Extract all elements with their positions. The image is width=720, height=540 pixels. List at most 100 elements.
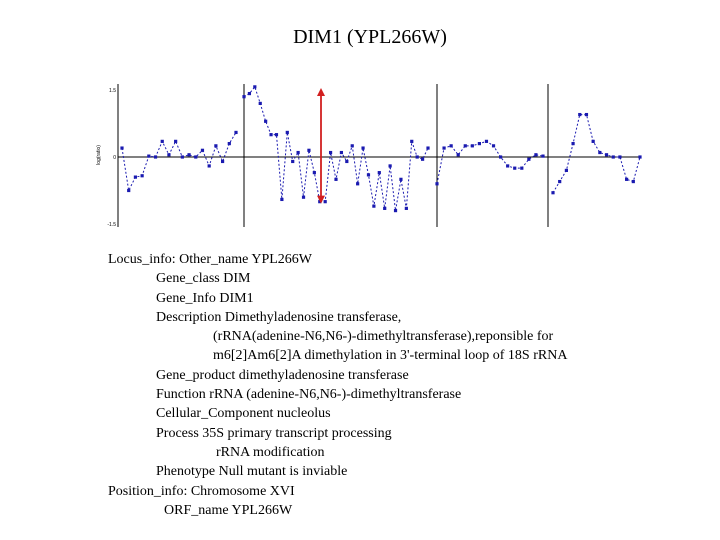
data-point	[296, 150, 300, 155]
data-point	[388, 164, 392, 168]
info-line-description: Description Dimethyladenosine transferas…	[156, 309, 402, 325]
data-point	[611, 155, 615, 159]
data-point	[323, 200, 327, 204]
data-point	[383, 206, 387, 210]
data-point	[598, 150, 602, 155]
data-point	[167, 153, 171, 157]
info-line-function: Function rRNA (adenine-N6,N6-)-dimethylt…	[156, 387, 462, 403]
data-point	[513, 166, 517, 170]
info-line-phenotype: Phenotype Null mutant is inviable	[156, 464, 348, 480]
data-point	[147, 154, 151, 158]
data-point	[420, 157, 425, 161]
data-point	[604, 153, 609, 157]
data-point	[280, 197, 284, 202]
data-point	[301, 195, 306, 199]
data-point	[247, 91, 252, 96]
info-line-orf-name: ORF_name YPL266W	[164, 502, 293, 518]
data-point	[564, 168, 568, 172]
data-point	[361, 146, 365, 150]
data-point	[426, 146, 430, 150]
data-point	[399, 177, 403, 181]
data-point	[618, 155, 622, 159]
data-point	[274, 133, 279, 137]
data-point	[435, 182, 439, 186]
info-line-cellular-component: Cellular_Component nucleolus	[156, 406, 331, 422]
data-point	[477, 142, 481, 146]
data-point	[194, 155, 198, 159]
data-point	[350, 144, 354, 148]
data-point	[551, 191, 555, 195]
series-line-panel-0	[121, 132, 237, 193]
data-point	[456, 153, 460, 157]
data-point	[558, 179, 562, 184]
chart-title: DIM1 (YPL266W)	[293, 26, 447, 48]
data-point	[463, 144, 467, 148]
data-point	[242, 95, 246, 99]
data-point	[393, 209, 398, 213]
data-point	[285, 130, 289, 135]
info-line-gene-info: Gene_Info DIM1	[156, 290, 254, 306]
data-point	[200, 148, 205, 152]
data-point	[227, 142, 231, 146]
data-point	[404, 206, 408, 210]
info-line-locus: Locus_info: Other_name YPL266W	[108, 252, 312, 267]
info-line-gene-product: Gene_product dimethyladenosine transfera…	[156, 367, 409, 383]
data-point	[356, 182, 360, 186]
y-tick-label: 0	[113, 155, 116, 161]
info-line-description-cont-1: (rRNA(adenine-N6,N6-)-dimethyltransferas…	[213, 329, 554, 345]
data-point	[345, 159, 349, 164]
expression-plot: 1.5 0 -1.5 log(ratio)	[96, 84, 642, 228]
data-point	[578, 112, 582, 117]
data-point	[160, 139, 164, 143]
data-point	[534, 153, 538, 157]
data-point	[591, 139, 595, 143]
data-point	[291, 159, 295, 164]
data-point	[214, 144, 218, 148]
series-line-panel-1	[243, 85, 429, 211]
data-point	[520, 166, 524, 170]
data-point	[527, 157, 531, 161]
series-line-panel-3	[552, 114, 641, 193]
data-point	[506, 164, 510, 168]
data-point	[234, 130, 238, 135]
y-axis-label: log(ratio)	[96, 145, 102, 165]
data-point	[625, 177, 629, 181]
data-point	[484, 139, 489, 143]
info-line-position: Position_info: Chromosome XVI	[108, 483, 295, 499]
data-point	[307, 148, 311, 152]
data-point	[153, 155, 158, 159]
data-point	[120, 146, 124, 150]
series-line-panel-2	[436, 140, 544, 184]
data-point	[318, 200, 322, 204]
info-line-description-cont-2: m6[2]Am6[2]A dimethylation in 3'-termina…	[213, 348, 568, 364]
data-point	[253, 85, 257, 89]
data-point	[207, 164, 211, 168]
data-point	[328, 150, 333, 155]
data-point	[491, 144, 496, 148]
data-point	[140, 174, 144, 178]
data-point	[264, 119, 268, 123]
data-point	[258, 101, 262, 105]
data-point	[638, 155, 642, 159]
y-tick-label: -1.5	[107, 222, 116, 228]
data-point	[631, 179, 635, 184]
axes: 1.5 0 -1.5 log(ratio)	[96, 84, 640, 228]
data-point	[377, 171, 381, 175]
highlight-arrow-head-top	[317, 88, 325, 96]
data-point	[127, 188, 131, 193]
highlight-arrow-head-bottom	[317, 195, 325, 204]
gene-info-block: Locus_info: Other_name YPL266W Gene_clas…	[108, 250, 567, 520]
data-point	[187, 153, 191, 157]
data-point	[415, 155, 419, 159]
data-point	[366, 173, 371, 177]
highlight-arrow-layer	[317, 88, 325, 204]
info-line-process-cont: rRNA modification	[216, 444, 325, 460]
info-line-gene-class: Gene_class DIM	[156, 271, 251, 287]
data-point	[571, 142, 575, 146]
data-point	[133, 175, 138, 179]
data-point	[312, 171, 316, 175]
info-line-process: Process 35S primary transcript processin…	[156, 425, 392, 441]
data-point	[334, 177, 338, 181]
data-point	[339, 150, 344, 155]
data-point	[220, 159, 225, 164]
